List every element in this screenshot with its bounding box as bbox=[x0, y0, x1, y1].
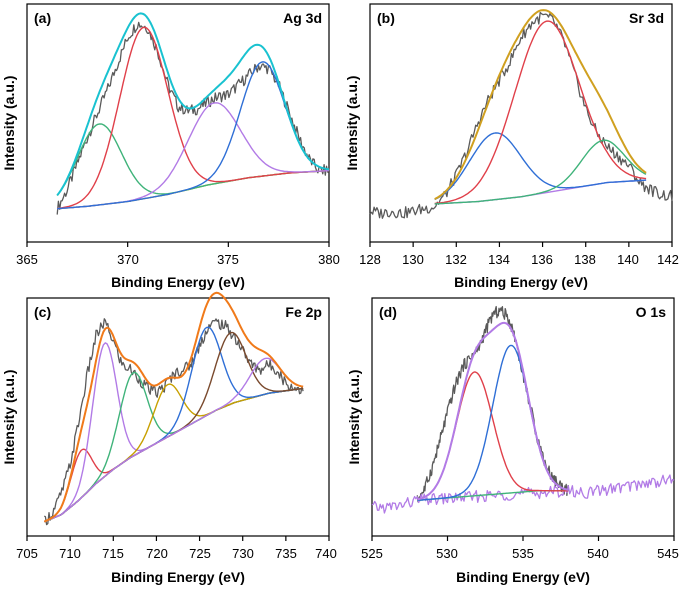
component-peak-line bbox=[44, 357, 304, 523]
panel-d-element-label: O 1s bbox=[636, 304, 667, 320]
panel-a-tick-label: 375 bbox=[217, 252, 239, 267]
panel-b-label: (b) bbox=[377, 10, 395, 26]
panel-a-tick-label: 380 bbox=[318, 252, 340, 267]
panel-c-tick-label: 705 bbox=[16, 546, 38, 561]
panel-b-plot bbox=[369, 9, 673, 247]
component-peak-line bbox=[44, 387, 304, 523]
background-line bbox=[434, 179, 647, 205]
panel-c-plot bbox=[26, 291, 330, 541]
panel-a-tick-label: 370 bbox=[117, 252, 139, 267]
panel-d-plot bbox=[371, 305, 675, 541]
raw-data-line bbox=[369, 11, 673, 219]
panel-d: (d) O 1s Intensity (a.u.) Binding Energy… bbox=[346, 297, 679, 585]
component-peak-line bbox=[434, 139, 647, 205]
panel-c-ticks: 705 710 715 720 725 730 735 740 bbox=[16, 546, 337, 561]
panel-a-plot bbox=[26, 12, 330, 247]
raw-data-line bbox=[56, 21, 330, 215]
component-peak-line bbox=[434, 20, 647, 205]
panel-d-tick-label: 525 bbox=[361, 546, 383, 561]
panel-b-tick-label: 128 bbox=[359, 252, 381, 267]
panel-d-xlabel: Binding Energy (eV) bbox=[456, 569, 590, 585]
panel-b-ticks: 128 130 132 134 136 138 140 142 bbox=[359, 252, 679, 267]
component-peak-line bbox=[57, 102, 330, 210]
raw-data-line bbox=[371, 474, 675, 514]
panel-c-tick-label: 735 bbox=[275, 546, 297, 561]
fit-envelope-line bbox=[434, 9, 647, 200]
component-peak-line bbox=[434, 132, 647, 201]
panel-d-tick-label: 540 bbox=[587, 546, 609, 561]
fit-envelope-line bbox=[43, 291, 304, 523]
background-line bbox=[44, 387, 304, 523]
fit-envelope-line bbox=[56, 12, 330, 196]
panel-c-ylabel: Intensity (a.u.) bbox=[1, 370, 17, 465]
panel-a-frame bbox=[26, 3, 330, 243]
panel-a-xlabel: Binding Energy (eV) bbox=[111, 274, 245, 290]
panel-d-tick-label: 545 bbox=[657, 546, 679, 561]
panel-b-tick-label: 136 bbox=[531, 252, 553, 267]
panel-d-tick-label: 535 bbox=[512, 546, 534, 561]
component-peak-line bbox=[57, 26, 330, 210]
panel-b-ylabel: Intensity (a.u.) bbox=[344, 76, 360, 171]
panel-c-tick-label: 720 bbox=[146, 546, 168, 561]
panel-d-tick-label: 530 bbox=[436, 546, 458, 561]
component-peak-line bbox=[44, 383, 304, 523]
component-peak-line bbox=[56, 123, 330, 197]
fit-envelope-line bbox=[417, 321, 569, 501]
panel-c-tick-label: 730 bbox=[232, 546, 254, 561]
panel-b-tick-label: 132 bbox=[445, 252, 467, 267]
panel-c-frame bbox=[26, 297, 330, 537]
panel-b-frame bbox=[369, 3, 673, 243]
panel-d-ticks: 525 530 535 540 545 bbox=[361, 546, 679, 561]
raw-data-line bbox=[43, 318, 304, 526]
panel-a-ylabel: Intensity (a.u.) bbox=[1, 76, 17, 171]
raw-data-line bbox=[416, 305, 569, 503]
panel-c-xlabel: Binding Energy (eV) bbox=[111, 569, 245, 585]
panel-a: (a) Ag 3d Intensity (a.u.) Binding Energ… bbox=[1, 3, 340, 290]
component-peak-line bbox=[57, 61, 330, 210]
panel-b-xlabel: Binding Energy (eV) bbox=[454, 274, 588, 290]
panel-a-ticks: 365 370 375 380 bbox=[16, 252, 340, 267]
panel-b-element-label: Sr 3d bbox=[629, 10, 664, 26]
panel-c-tick-label: 725 bbox=[189, 546, 211, 561]
panel-c-tick-label: 715 bbox=[102, 546, 124, 561]
panel-b-tick-label: 130 bbox=[402, 252, 424, 267]
panel-b-tick-label: 134 bbox=[488, 252, 510, 267]
panel-d-ylabel: Intensity (a.u.) bbox=[346, 370, 362, 465]
panel-b-tick-label: 142 bbox=[657, 252, 679, 267]
panel-c-label: (c) bbox=[34, 304, 51, 320]
panel-a-tick-label: 365 bbox=[16, 252, 38, 267]
panel-a-label: (a) bbox=[34, 10, 51, 26]
panel-c: (c) Fe 2p Intensity (a.u.) Binding Energ… bbox=[1, 291, 337, 585]
panel-b: (b) Sr 3d Intensity (a.u.) Binding Energ… bbox=[344, 3, 679, 290]
panel-c-element-label: Fe 2p bbox=[285, 304, 322, 320]
panel-d-label: (d) bbox=[379, 304, 397, 320]
panel-b-tick-label: 138 bbox=[574, 252, 596, 267]
panel-b-tick-label: 140 bbox=[617, 252, 639, 267]
panel-c-tick-label: 740 bbox=[315, 546, 337, 561]
panel-c-tick-label: 710 bbox=[59, 546, 81, 561]
panel-a-element-label: Ag 3d bbox=[283, 10, 322, 26]
